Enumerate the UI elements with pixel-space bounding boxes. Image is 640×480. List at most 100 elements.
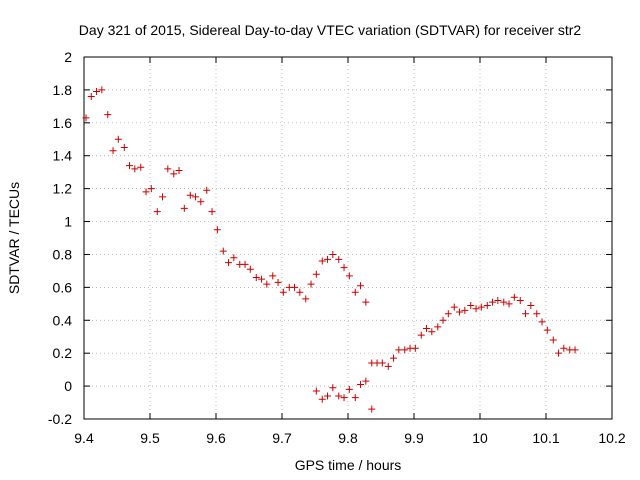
y-tick-label: -0.2 <box>48 411 72 427</box>
data-point <box>362 377 370 385</box>
data-point <box>357 282 365 290</box>
data-point <box>362 298 370 306</box>
data-point <box>252 273 260 281</box>
data-point <box>351 288 359 296</box>
data-point <box>192 193 200 201</box>
data-point <box>345 272 353 280</box>
x-tick-label: 9.5 <box>140 430 160 446</box>
data-point <box>219 247 227 255</box>
data-point <box>208 208 216 216</box>
chart-title: Day 321 of 2015, Sidereal Day-to-day VTE… <box>79 22 582 38</box>
data-point <box>483 301 491 309</box>
x-tick-label: 10.2 <box>598 430 625 446</box>
data-point <box>417 331 425 339</box>
data-point <box>120 144 128 151</box>
data-point <box>137 163 145 171</box>
data-point <box>549 336 557 344</box>
x-axis-label: GPS time / hours <box>295 457 402 473</box>
data-point <box>527 301 535 309</box>
data-point <box>329 384 337 392</box>
data-point <box>378 359 386 367</box>
data-point <box>505 300 513 308</box>
data-point <box>104 111 112 119</box>
data-point <box>241 260 249 268</box>
data-point <box>428 328 436 336</box>
x-tick-label: 9.9 <box>404 430 424 446</box>
data-point <box>153 208 161 216</box>
data-point <box>450 303 458 311</box>
data-point <box>302 295 310 303</box>
data-point <box>109 147 117 155</box>
data-point <box>461 306 469 314</box>
data-point <box>142 188 150 196</box>
data-point <box>307 280 315 288</box>
data-point <box>489 298 497 306</box>
x-tick-label: 9.8 <box>338 430 358 446</box>
data-point <box>401 346 409 354</box>
data-point <box>335 255 343 263</box>
data-point <box>258 275 266 283</box>
axis-ticks <box>83 56 613 420</box>
data-point <box>516 297 524 305</box>
data-point <box>180 204 188 212</box>
data-point <box>329 250 337 258</box>
x-tick-label: 10 <box>472 430 488 446</box>
data-point <box>384 362 392 370</box>
data-point <box>175 167 183 175</box>
data-point <box>98 86 106 94</box>
x-tick-labels: 9.4 9.5 9.6 9.7 9.8 9.9 10 10.1 10.2 <box>74 430 626 446</box>
data-point <box>345 385 353 393</box>
y-tick-label: 0.4 <box>53 312 73 328</box>
y-tick-label: 1.6 <box>53 115 73 131</box>
data-point <box>357 380 365 388</box>
data-point <box>533 310 541 318</box>
data-point <box>159 193 167 201</box>
data-point <box>390 354 398 362</box>
data-point <box>324 255 332 263</box>
data-point <box>230 254 238 262</box>
data-point <box>263 280 271 288</box>
data-point <box>510 293 518 301</box>
data-point <box>274 278 282 286</box>
data-point <box>246 265 254 273</box>
data-point <box>147 185 155 193</box>
data-point <box>340 394 348 402</box>
y-tick-label: 0.8 <box>53 246 73 262</box>
data-points <box>82 86 579 413</box>
y-tick-label: 1 <box>64 214 72 230</box>
data-point <box>538 318 546 326</box>
data-point <box>351 394 359 402</box>
data-point <box>467 301 475 309</box>
data-point <box>269 272 277 280</box>
y-tick-label: 0.2 <box>53 345 73 361</box>
x-tick-label: 9.4 <box>74 430 94 446</box>
data-point <box>434 323 442 331</box>
data-point <box>82 114 90 122</box>
data-point <box>444 310 452 318</box>
y-tick-label: 0.6 <box>53 279 73 295</box>
data-point <box>571 346 579 354</box>
data-point <box>197 198 205 206</box>
y-tick-label: 2 <box>64 49 72 65</box>
data-point <box>186 191 194 199</box>
data-point <box>170 170 178 178</box>
data-point <box>203 186 211 194</box>
data-point <box>131 165 139 173</box>
y-tick-label: 1.8 <box>53 82 73 98</box>
data-point <box>423 325 431 332</box>
data-point <box>312 270 320 278</box>
y-tick-label: 1.2 <box>53 181 73 197</box>
data-point <box>368 405 376 413</box>
data-point <box>560 344 568 352</box>
data-point <box>164 165 172 173</box>
y-tick-labels: -0.2 0 0.2 0.4 0.6 0.8 1 1.2 1.4 1.6 1.8 2 <box>48 49 72 427</box>
data-point <box>472 305 480 313</box>
data-point <box>126 162 134 170</box>
data-point <box>439 316 447 324</box>
data-point <box>291 283 299 291</box>
data-point <box>335 392 343 400</box>
data-point <box>555 349 563 357</box>
data-point <box>340 264 348 272</box>
